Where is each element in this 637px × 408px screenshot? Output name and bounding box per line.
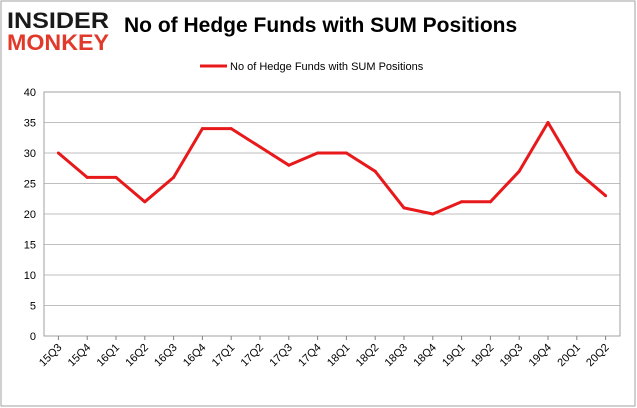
data-point (373, 169, 377, 173)
x-tick-label: 19Q3 (498, 342, 526, 370)
legend: No of Hedge Funds with SUM Positions (200, 61, 424, 73)
data-point (172, 175, 176, 179)
x-tick-label: 20Q1 (555, 342, 583, 370)
x-tick-label: 18Q3 (383, 342, 411, 370)
y-tick-label: 0 (30, 331, 36, 343)
logo-line-monkey: MONKEY (7, 30, 109, 55)
x-tick-label: 16Q4 (181, 342, 209, 370)
data-point (85, 175, 89, 179)
x-tick-label: 18Q4 (411, 342, 439, 370)
insider-monkey-logo: INSIDER MONKEY (7, 8, 109, 55)
plot-area-border (43, 91, 621, 337)
x-tick-label: 17Q4 (296, 342, 324, 370)
x-tick-label: 16Q3 (152, 342, 180, 370)
data-point (56, 151, 60, 155)
legend-label: No of Hedge Funds with SUM Positions (230, 61, 424, 73)
data-point (143, 200, 147, 204)
data-point (344, 151, 348, 155)
data-point (517, 169, 521, 173)
x-tick-label: 18Q1 (325, 342, 353, 370)
x-tick-label: 18Q2 (354, 342, 382, 370)
x-axis-ticks: 15Q3 15Q4 16Q1 16Q2 16Q3 16Q4 17Q1 17Q2 17Q3 17Q4… (37, 336, 612, 369)
x-tick-label: 15Q3 (37, 342, 65, 370)
y-tick-label: 35 (24, 118, 36, 130)
y-tick-label: 15 (24, 240, 36, 252)
x-tick-label: 16Q2 (123, 342, 151, 370)
x-tick-label: 17Q2 (239, 342, 267, 370)
x-tick-label: 15Q4 (66, 342, 94, 370)
grid-lines (43, 91, 621, 337)
series-line-hedge-funds (57, 121, 607, 216)
y-tick-label: 40 (24, 87, 36, 99)
data-point (287, 163, 291, 167)
data-point (575, 169, 579, 173)
data-point (604, 194, 608, 198)
y-tick-label: 20 (24, 209, 36, 221)
data-point (402, 206, 406, 210)
x-tick-label: 19Q4 (527, 342, 555, 370)
data-point (114, 175, 118, 179)
data-point (431, 212, 435, 216)
y-tick-label: 25 (24, 179, 36, 191)
x-tick-label: 16Q1 (95, 342, 123, 370)
x-tick-label: 17Q1 (210, 342, 238, 370)
data-point (316, 151, 320, 155)
data-point (229, 127, 233, 131)
x-tick-label: 19Q1 (440, 342, 468, 370)
x-tick-label: 19Q2 (469, 342, 497, 370)
chart-title: No of Hedge Funds with SUM Positions (124, 14, 518, 37)
x-tick-label: 20Q2 (584, 342, 612, 370)
logo-line-insider: INSIDER (7, 8, 109, 33)
data-point (200, 127, 204, 131)
series-layer (56, 121, 608, 216)
y-axis-ticks: 0 5 10 15 20 25 30 35 40 (24, 87, 36, 343)
data-point (488, 200, 492, 204)
data-point (460, 200, 464, 204)
y-tick-label: 30 (24, 148, 36, 160)
data-point (258, 145, 262, 149)
y-tick-label: 5 (30, 301, 36, 313)
y-tick-label: 10 (24, 270, 36, 282)
data-point (546, 121, 550, 124)
x-tick-label: 17Q3 (267, 342, 295, 370)
